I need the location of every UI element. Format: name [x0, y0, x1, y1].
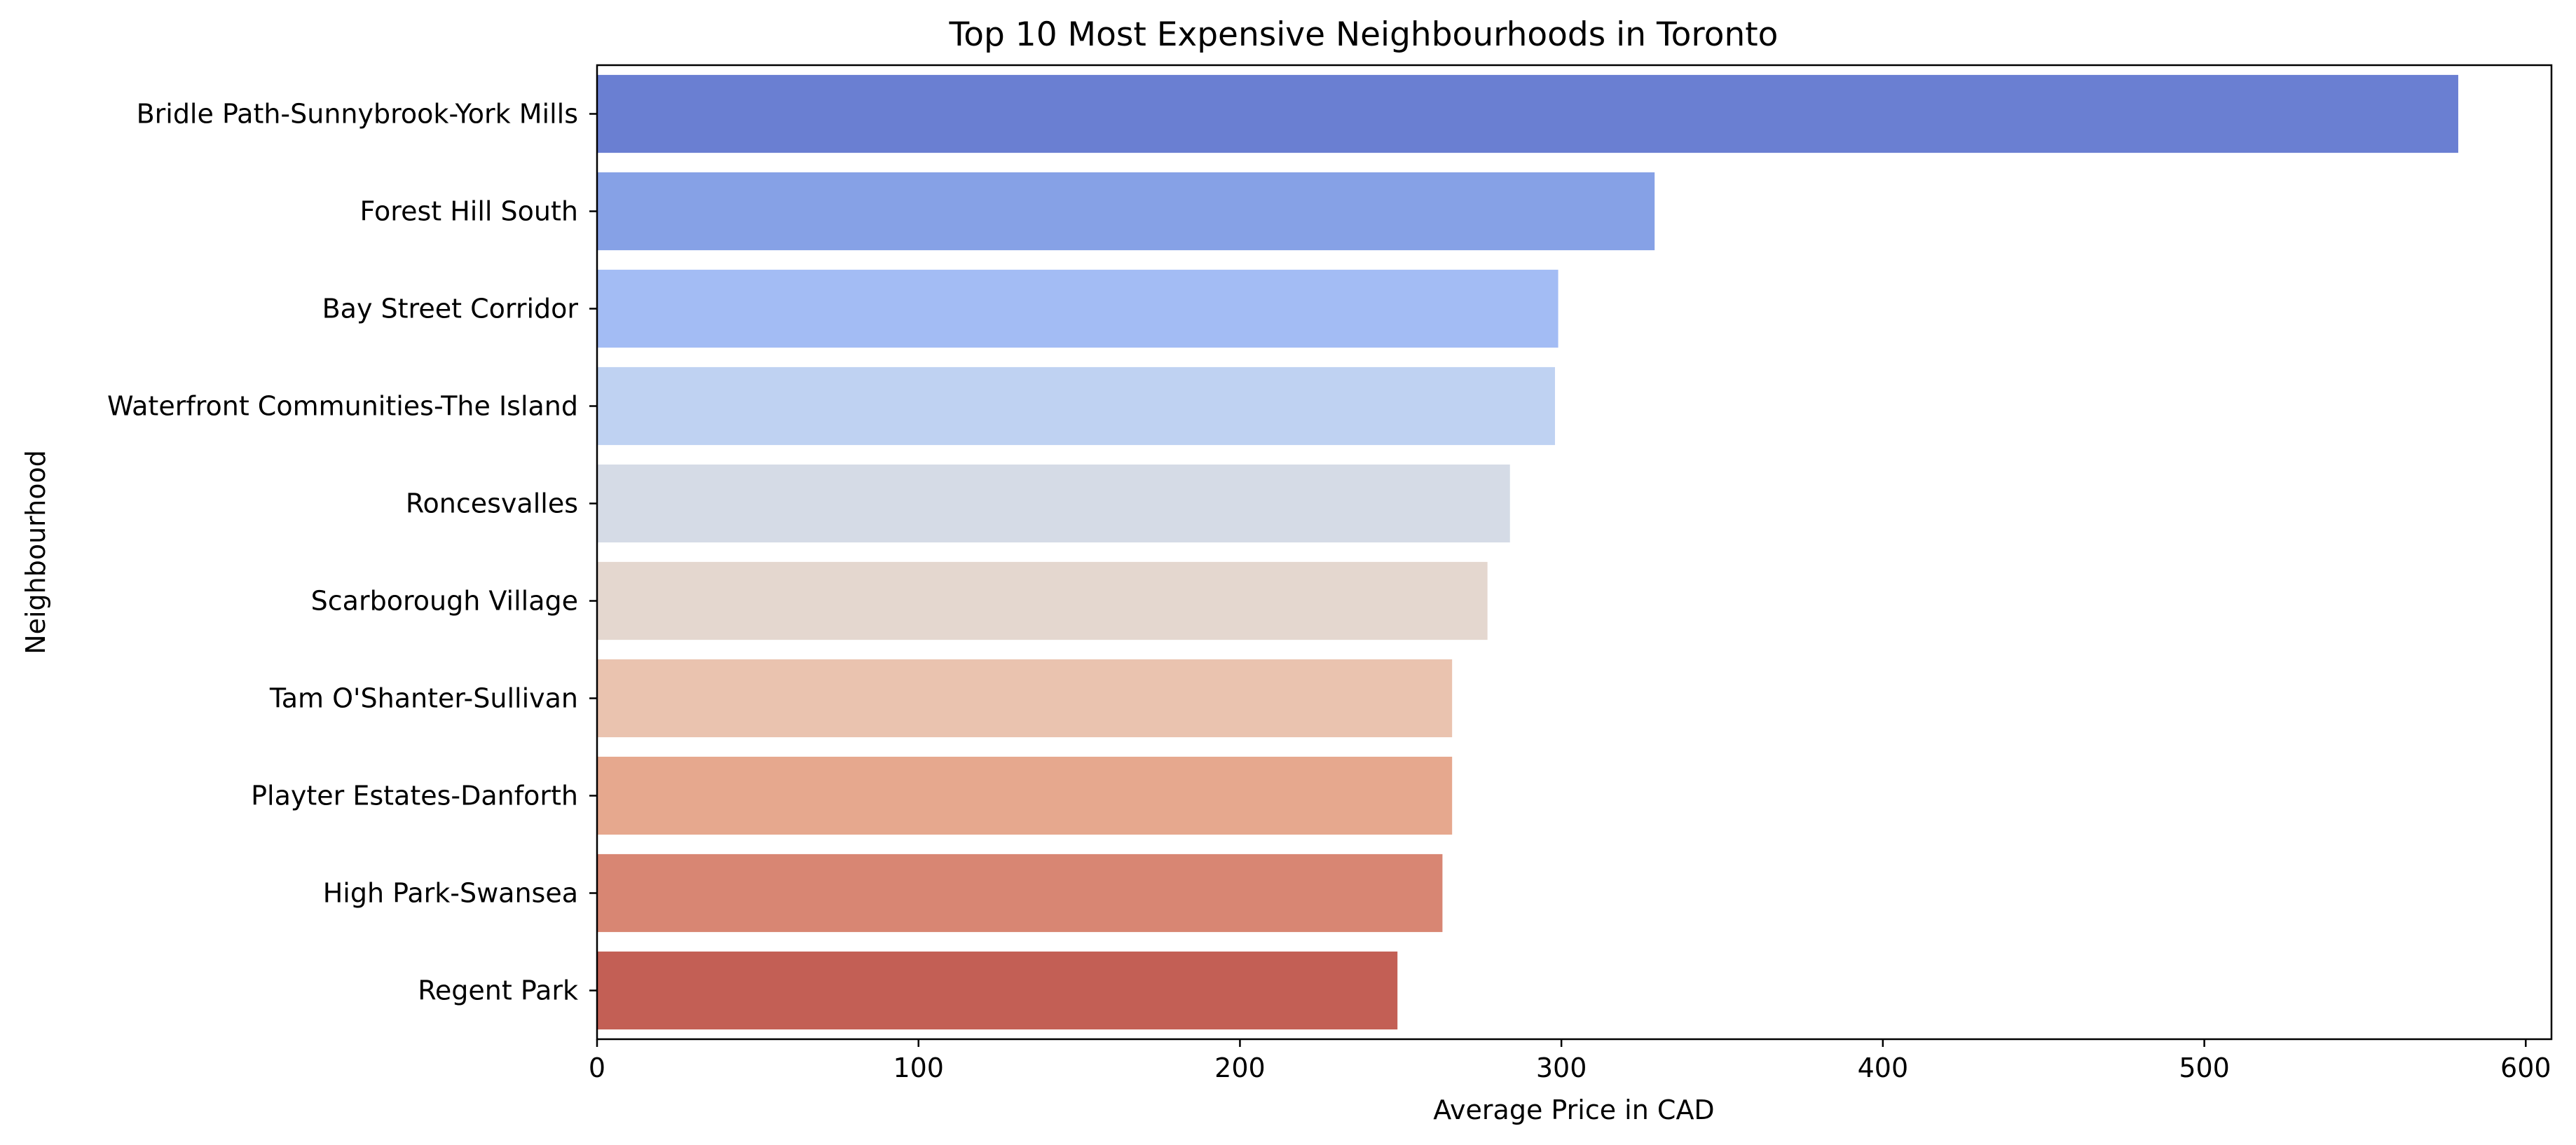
- bar: [597, 269, 1558, 348]
- category-label: Roncesvalles: [406, 488, 578, 519]
- category-label: Tam O'Shanter-Sullivan: [269, 683, 578, 714]
- bar: [597, 561, 1488, 640]
- category-label: Waterfront Communities-The Island: [107, 391, 578, 422]
- x-tick-label: 600: [2500, 1053, 2551, 1083]
- bar: [597, 464, 1510, 543]
- x-tick-label: 400: [1858, 1053, 1909, 1083]
- bar: [597, 74, 2458, 153]
- category-label: Scarborough Village: [311, 586, 578, 617]
- category-labels: Bridle Path-Sunnybrook-York Mills Forest …: [107, 99, 597, 1006]
- category-label: Forest Hill South: [360, 196, 578, 227]
- bar: [597, 172, 1655, 251]
- category-label: Regent Park: [418, 975, 578, 1006]
- x-tick-label: 0: [589, 1053, 605, 1083]
- bar: [597, 366, 1555, 446]
- y-axis-label: Neighbourhood: [20, 450, 51, 654]
- category-label: Bridle Path-Sunnybrook-York Mills: [137, 99, 578, 130]
- bar: [597, 659, 1453, 738]
- x-tick-label: 500: [2179, 1053, 2230, 1083]
- bar: [597, 951, 1398, 1030]
- x-axis-ticks: 0 100 200 300 400 500 600: [589, 1039, 2551, 1083]
- plot-frame: [596, 64, 2553, 1041]
- x-tick-label: 100: [893, 1053, 944, 1083]
- x-tick-label: 300: [1536, 1053, 1587, 1083]
- x-axis-label: Average Price in CAD: [1433, 1095, 1714, 1125]
- chart-title: Top 10 Most Expensive Neighbourhoods in …: [949, 15, 1779, 54]
- category-label: Playter Estates-Danforth: [251, 781, 578, 811]
- x-tick-label: 200: [1214, 1053, 1266, 1083]
- bars-group: [597, 74, 2458, 1030]
- bar: [597, 853, 1443, 933]
- bar: [597, 756, 1453, 835]
- category-label: High Park-Swansea: [323, 878, 578, 909]
- category-label: Bay Street Corridor: [322, 294, 579, 324]
